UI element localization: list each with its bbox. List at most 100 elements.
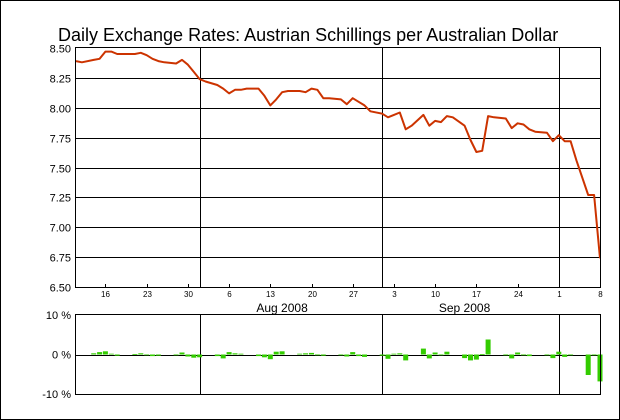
rate-y-axis: 6.50 6.75 7.00 7.25 7.50 7.75 8.00 8.25 8.50: [50, 44, 71, 295]
change-bar: [185, 354, 191, 357]
change-bar: [144, 354, 150, 356]
change-bar: [426, 354, 432, 359]
rate-tick-label: 6.75: [50, 253, 71, 265]
change-bar: [432, 352, 438, 355]
change-bar: [585, 354, 591, 375]
change-bar: [108, 353, 114, 355]
change-bar: [485, 339, 491, 355]
change-bar: [444, 351, 450, 355]
day-tick-label: 17: [472, 290, 481, 299]
change-bar: [314, 354, 320, 356]
rate-x-axis: 16 23 30 6 13 20 27 3 10 17 24 1 8: [101, 284, 603, 299]
change-bar: [238, 353, 244, 355]
change-bar: [138, 353, 144, 355]
change-bar: [232, 353, 238, 355]
change-tick-label: 10 %: [46, 310, 71, 322]
change-bar: [150, 354, 155, 357]
change-bar: [220, 354, 226, 359]
change-bar: [97, 352, 103, 355]
change-bar: [303, 353, 309, 355]
change-bar: [550, 354, 556, 359]
rate-tick-label: 7.25: [50, 193, 71, 205]
change-bar: [179, 352, 185, 355]
change-bar: [226, 352, 232, 355]
change-bar: [155, 354, 161, 356]
rate-tick-label: 8.25: [50, 74, 71, 86]
rate-tick-label: 7.00: [50, 223, 71, 235]
change-bar: [114, 354, 120, 356]
change-bar: [509, 354, 515, 359]
change-bar: [521, 354, 526, 356]
month-label: Sep 2008: [439, 301, 491, 315]
month-label: Aug 2008: [256, 301, 308, 315]
day-tick-label: 1: [557, 290, 562, 299]
change-y-axis: 10 % 0 % -10 %: [42, 310, 71, 401]
change-bar: [261, 354, 267, 358]
change-bar: [309, 352, 314, 355]
change-bar: [473, 354, 479, 360]
change-bar: [273, 351, 279, 355]
change-bar: [385, 354, 391, 359]
day-tick-label: 24: [514, 290, 523, 299]
rate-tick-label: 8.00: [50, 104, 71, 116]
change-bar: [438, 354, 444, 356]
change-bar: [468, 354, 473, 361]
change-bar: [132, 354, 138, 355]
change-bar: [267, 354, 273, 360]
change-bar: [403, 354, 409, 361]
change-bar: [391, 353, 397, 355]
rate-plot-frame: [75, 47, 601, 288]
change-bar: [297, 353, 303, 355]
change-bar: [102, 351, 108, 355]
change-bar: [256, 354, 261, 357]
change-chart: 10 % 0 % -10 % Aug 2008 Sep 2008: [42, 301, 603, 401]
change-bar: [591, 354, 597, 356]
change-bar: [526, 354, 532, 357]
change-bar: [556, 351, 562, 355]
day-tick-label: 6: [227, 290, 232, 299]
change-bar: [503, 354, 509, 356]
change-bar: [214, 354, 220, 357]
rate-tick-label: 7.50: [50, 164, 71, 176]
change-bar: [356, 354, 362, 357]
day-tick-label: 23: [143, 290, 152, 299]
change-tick-label: 0 %: [52, 350, 71, 362]
change-bar: [379, 354, 385, 356]
change-bar: [462, 354, 468, 359]
rate-line: [75, 50, 601, 259]
rate-tick-label: 7.75: [50, 134, 71, 146]
day-tick-label: 13: [266, 290, 275, 299]
day-tick-label: 16: [101, 290, 110, 299]
change-bar: [479, 354, 485, 355]
change-bar: [562, 354, 568, 357]
day-tick-label: 3: [392, 290, 397, 299]
change-bar: [515, 352, 521, 355]
day-tick-label: 8: [598, 290, 603, 299]
change-bar: [91, 353, 97, 355]
rate-tick-label: 8.50: [50, 44, 71, 56]
change-bar: [350, 352, 356, 355]
day-tick-label: 30: [184, 290, 193, 299]
rate-grid: [76, 48, 600, 287]
rate-chart: 6.506.757.007.257.507.758.008.258.50 16 2…: [50, 44, 604, 300]
chart-title: Daily Exchange Rates: Austrian Schilling…: [58, 25, 558, 45]
change-bar: [568, 354, 574, 356]
change-bar: [420, 348, 426, 355]
change-tick-label: -10 %: [42, 389, 71, 401]
change-bar: [320, 354, 326, 356]
rate-tick-label: 6.50: [50, 283, 71, 295]
day-tick-label: 20: [308, 290, 317, 299]
change-bar: [362, 354, 367, 357]
change-plot-frame: [75, 314, 601, 395]
change-bar: [397, 353, 403, 355]
day-tick-label: 27: [349, 290, 358, 299]
change-bar: [279, 351, 285, 355]
change-bar: [197, 354, 203, 358]
day-tick-label: 10: [431, 290, 440, 299]
change-bar: [544, 354, 550, 356]
change-bar: [173, 354, 179, 356]
month-labels: Aug 2008 Sep 2008: [256, 301, 490, 315]
change-bar: [191, 354, 197, 358]
